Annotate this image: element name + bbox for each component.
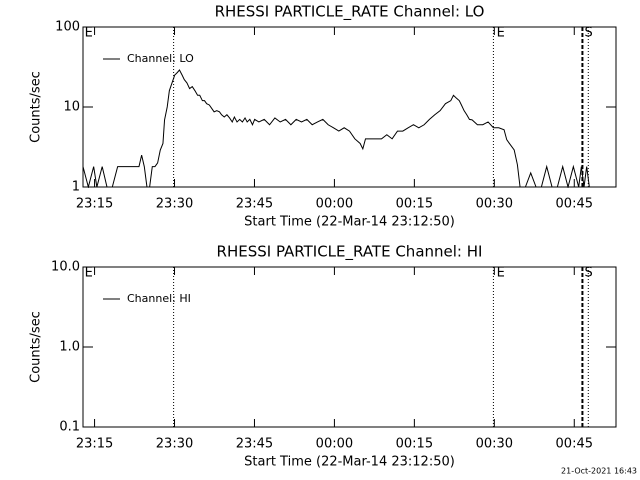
event-label: E [497, 26, 505, 41]
y-tick-label: 1.0 [59, 340, 80, 355]
x-tick-label: 00:45 [556, 437, 593, 452]
x-tick-label: 00:00 [316, 437, 353, 452]
legend-label: Channel: HI [127, 292, 191, 305]
x-axis-label: Start Time (22-Mar-14 23:12:50) [244, 455, 455, 470]
data-line [83, 69, 590, 188]
x-tick-label: 23:30 [156, 437, 193, 452]
chart-title: RHESSI PARTICLE_RATE Channel: HI [217, 243, 483, 262]
x-tick-label: 23:15 [76, 437, 113, 452]
x-tick-label: 23:45 [236, 197, 273, 212]
x-tick-label: 23:45 [236, 437, 273, 452]
event-label: E [85, 266, 93, 281]
y-tick-label: 100 [55, 20, 80, 35]
event-label: S [585, 26, 593, 41]
event-label: E [85, 26, 93, 41]
x-tick-label: 00:45 [556, 197, 593, 212]
plot-frame [82, 26, 617, 188]
footer-timestamp: 21-Oct-2021 16:43 [561, 467, 637, 476]
y-tick-label: 1 [72, 180, 80, 195]
event-label: S [585, 266, 593, 281]
x-tick-label: 00:15 [396, 197, 433, 212]
y-tick-label: 10 [63, 100, 80, 115]
chart-title: RHESSI PARTICLE_RATE Channel: LO [215, 3, 485, 22]
panel: RHESSI PARTICLE_RATE Channel: LO Start Ti… [29, 3, 617, 230]
y-axis-label: Counts/sec [29, 71, 44, 143]
legend-label: Channel: LO [127, 52, 194, 65]
plot-frame [82, 266, 617, 428]
panel: RHESSI PARTICLE_RATE Channel: HI Start Ti… [29, 243, 617, 470]
y-axis-label: Counts/sec [29, 311, 44, 383]
event-label: E [497, 266, 505, 281]
x-tick-label: 23:30 [156, 197, 193, 212]
x-tick-label: 00:30 [476, 437, 513, 452]
x-axis-label: Start Time (22-Mar-14 23:12:50) [244, 215, 455, 230]
y-tick-label: 0.1 [59, 420, 80, 435]
y-tick-label: 10.0 [51, 260, 80, 275]
x-tick-label: 00:00 [316, 197, 353, 212]
x-tick-label: 23:15 [76, 197, 113, 212]
x-tick-label: 00:15 [396, 437, 433, 452]
x-tick-label: 00:30 [476, 197, 513, 212]
